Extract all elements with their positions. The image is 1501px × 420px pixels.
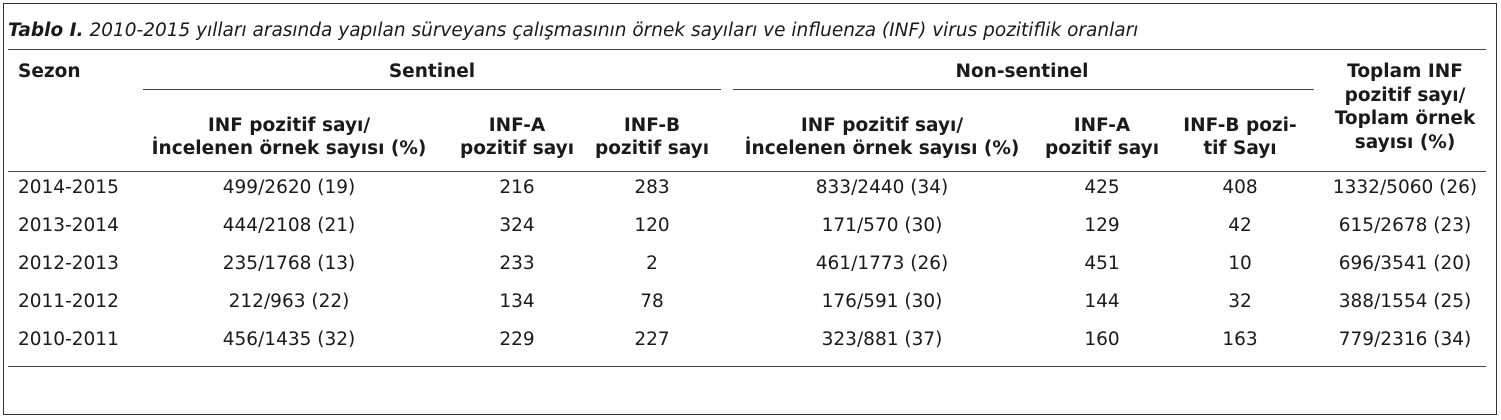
cell-non-infb: 408 (1222, 177, 1258, 198)
cell-sent-inf: 235/1768 (13) (222, 253, 356, 274)
cell-non-inf: 176/591 (30) (821, 291, 943, 312)
header-sent-infb: INF-B pozitif sayı (595, 114, 709, 160)
cell-sent-infb: 120 (634, 215, 670, 236)
cell-sezon: 2012-2013 (18, 253, 119, 274)
header-toplam-line1: Toplam INF (1347, 61, 1463, 82)
header-bottom-rule (8, 171, 1486, 172)
cell-toplam: 1332/5060 (26) (1332, 177, 1478, 198)
cell-sent-inf: 212/963 (22) (228, 291, 350, 312)
table-caption: Tablo I. 2010-2015 yılları arasında yapı… (8, 20, 1138, 41)
cell-non-infb: 32 (1228, 291, 1252, 312)
cell-sent-inf: 499/2620 (19) (222, 177, 356, 198)
header-non-infa: INF-A pozitif sayı (1045, 114, 1159, 160)
cell-sent-infa: 233 (499, 253, 535, 274)
cell-sent-inf: 456/1435 (32) (222, 329, 356, 350)
top-rule (8, 49, 1486, 50)
cell-toplam: 779/2316 (34) (1338, 329, 1472, 350)
header-non-infb-line2: tif Sayı (1203, 138, 1277, 159)
cell-sent-inf: 444/2108 (21) (222, 215, 356, 236)
cell-sent-infa: 324 (499, 215, 535, 236)
cell-sezon: 2011-2012 (18, 291, 119, 312)
header-sentinel: Sentinel (388, 61, 476, 82)
header-sezon: Sezon (18, 61, 81, 82)
cell-sezon: 2013-2014 (18, 215, 119, 236)
cell-non-inf: 171/570 (30) (821, 215, 943, 236)
header-non-inf-line1: INF pozitif sayı/ (800, 115, 964, 136)
cell-sent-infa: 134 (499, 291, 535, 312)
header-toplam: Toplam INF pozitif sayı/ Toplam örnek sa… (1335, 60, 1476, 154)
header-toplam-line3: Toplam örnek (1334, 108, 1476, 129)
cell-sent-infb: 283 (634, 177, 670, 198)
caption-label: Tablo I. (8, 20, 84, 41)
cell-toplam: 388/1554 (25) (1338, 291, 1472, 312)
table-frame (3, 3, 1497, 415)
header-non-infa-line1: INF-A (1073, 115, 1131, 136)
header-sent-inf-line1: INF pozitif sayı/ (207, 115, 371, 136)
header-sent-inf: INF pozitif sayı/ İncelenen örnek sayısı… (152, 114, 427, 160)
header-non-inf: INF pozitif sayı/ İncelenen örnek sayısı… (745, 114, 1020, 160)
header-non-infb-line1: INF-B pozi- (1183, 115, 1297, 136)
header-sent-infb-line1: INF-B (623, 115, 681, 136)
cell-non-infa: 129 (1084, 215, 1120, 236)
header-non-infa-line2: pozitif sayı (1044, 138, 1160, 159)
cell-sezon: 2014-2015 (18, 177, 119, 198)
header-sent-infa-line1: INF-A (488, 115, 546, 136)
cell-non-inf: 833/2440 (34) (815, 177, 949, 198)
header-sent-inf-line2: İncelenen örnek sayısı (%) (151, 138, 427, 159)
header-sent-infa: INF-A pozitif sayı (460, 114, 574, 160)
header-non-infb: INF-B pozi- tif Sayı (1183, 114, 1296, 160)
cell-non-infa: 451 (1084, 253, 1120, 274)
cell-non-inf: 323/881 (37) (821, 329, 943, 350)
cell-non-infb: 163 (1222, 329, 1258, 350)
cell-non-infb: 42 (1228, 215, 1252, 236)
header-non-inf-line2: İncelenen örnek sayısı (%) (744, 138, 1020, 159)
header-toplam-line4: sayısı (%) (1354, 131, 1456, 153)
header-toplam-line2: pozitif sayı/ (1344, 84, 1466, 106)
cell-sent-infb: 2 (646, 253, 658, 274)
header-non-sentinel: Non-sentinel (955, 61, 1089, 82)
cell-toplam: 615/2678 (23) (1338, 215, 1472, 236)
caption-text: 2010-2015 yılları arasında yapılan sürve… (89, 20, 1139, 41)
cell-non-infa: 425 (1084, 177, 1120, 198)
bottom-rule (8, 366, 1486, 367)
cell-non-infa: 160 (1084, 329, 1120, 350)
cell-non-infb: 10 (1228, 253, 1252, 274)
non-sentinel-rule (733, 89, 1314, 90)
header-sent-infa-line2: pozitif sayı (459, 138, 575, 159)
cell-non-infa: 144 (1084, 291, 1120, 312)
cell-sent-infa: 216 (499, 177, 535, 198)
sentinel-rule (143, 89, 721, 90)
header-sent-infb-line2: pozitif sayı (594, 138, 710, 159)
cell-non-inf: 461/1773 (26) (815, 253, 949, 274)
cell-toplam: 696/3541 (20) (1338, 253, 1472, 274)
cell-sent-infb: 227 (634, 329, 670, 350)
cell-sent-infb: 78 (640, 291, 664, 312)
cell-sezon: 2010-2011 (18, 329, 119, 350)
cell-sent-infa: 229 (499, 329, 535, 350)
